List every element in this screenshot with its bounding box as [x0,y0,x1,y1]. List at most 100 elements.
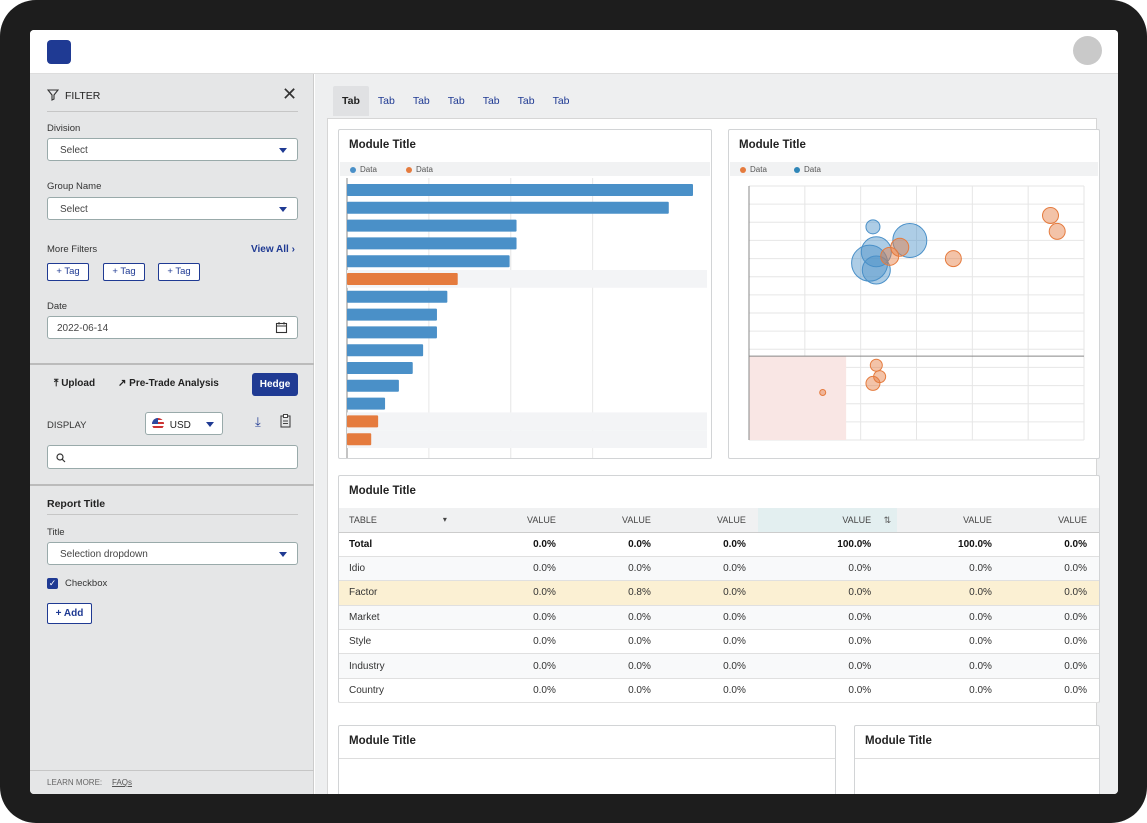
chevron-down-icon [279,148,287,153]
trend-icon: ↗ [118,378,127,389]
add-tag-button[interactable]: + Tag [47,263,89,281]
table-row[interactable]: Style 0.0% 0.0% 0.0% 0.0% 0.0% 0.0% [339,629,1099,655]
date-input[interactable]: 2022-06-14 [47,316,298,339]
band [347,430,707,448]
bottom-right-module: Module Title [854,725,1100,794]
bubble-chart [748,185,1085,441]
table-header-name[interactable]: TABLE ▾ [339,508,473,533]
sort-icon[interactable]: ⇅ [883,514,892,525]
search-input[interactable] [47,445,298,469]
bar[interactable] [347,344,424,357]
checkbox[interactable]: ✓ [47,578,58,589]
bubble[interactable] [1042,206,1059,224]
tab-4[interactable]: Tab [447,95,465,107]
currency-select[interactable]: USD [145,412,223,435]
table-cell: 0.0% [897,678,1004,704]
division-select[interactable]: Select [47,138,298,161]
table-header-value[interactable]: VALUE [662,508,758,533]
tab-3[interactable]: Tab [412,95,430,107]
table-row[interactable]: Country 0.0% 0.0% 0.0% 0.0% 0.0% 0.0% [339,678,1099,704]
tab-5[interactable]: Tab [482,95,500,107]
screen: FILTER ✕ Division Select Group Name Sele… [30,30,1118,794]
title-label: Title [47,527,65,538]
bar[interactable] [347,397,386,410]
faqs-link[interactable]: FAQs [112,778,133,787]
table-cell: 0.8% [567,580,663,606]
bubble[interactable] [944,250,962,268]
pre-trade-analysis-button[interactable]: ↗ Pre-Trade Analysis [118,378,219,389]
bubble[interactable] [851,244,889,282]
avatar[interactable] [1073,36,1102,65]
title-value: Selection dropdown [60,549,148,560]
calendar-icon[interactable] [275,321,288,334]
bar[interactable] [347,308,437,321]
table-header-value[interactable]: VALUE [472,508,568,533]
bar[interactable] [347,326,437,339]
more-filters-label: More Filters [47,244,98,255]
module-title: Module Title [865,735,932,747]
bar[interactable] [347,273,458,285]
table-cell: 0.0% [472,678,568,704]
table-cell: 0.0% [757,629,898,655]
search-icon [56,453,66,463]
table-header-value[interactable]: VALUE ⇅ [757,508,898,533]
add-tag-button[interactable]: + Tag [158,263,200,281]
table-header-value[interactable]: VALUE [1003,508,1099,533]
table-row[interactable]: Total 0.0% 0.0% 0.0% 100.0% 100.0% 0.0% [339,532,1099,557]
bubble[interactable] [865,219,881,235]
bar[interactable] [347,415,379,428]
bar[interactable] [347,255,510,268]
row-label: Style [339,629,473,655]
table-cell: 0.0% [1003,653,1099,679]
table-cell: 0.0% [567,629,663,655]
table-row[interactable]: Idio 0.0% 0.0% 0.0% 0.0% 0.0% 0.0% [339,556,1099,582]
group-name-select[interactable]: Select [47,197,298,220]
table-row[interactable]: Industry 0.0% 0.0% 0.0% 0.0% 0.0% 0.0% [339,653,1099,679]
sort-caret-icon[interactable]: ▾ [442,514,447,524]
group-name-value: Select [60,204,88,215]
add-tag-button[interactable]: + Tag [103,263,145,281]
download-icon[interactable]: ⤓ [255,414,261,429]
upload-button[interactable]: ⤒ Upload [54,378,95,389]
table-header-value[interactable]: VALUE [897,508,1004,533]
bar[interactable] [347,184,693,196]
bar[interactable] [347,219,517,232]
bubble[interactable] [880,246,900,266]
tab-7[interactable]: Tab [552,95,570,107]
bubble[interactable] [869,358,883,372]
add-button[interactable]: + Add [47,603,92,624]
table-row[interactable]: Factor 0.0% 0.8% 0.0% 0.0% 0.0% 0.0% [339,580,1099,606]
tab-2[interactable]: Tab [377,95,395,107]
row-label: Industry [339,653,473,679]
bubble[interactable] [860,236,892,268]
tab-bar: Tab Tab Tab Tab Tab Tab Tab [333,86,579,116]
chevron-down-icon [279,207,287,212]
bar-chart-module: Module Title Data Data [338,129,712,459]
bar[interactable] [347,379,399,392]
title-select[interactable]: Selection dropdown [47,542,298,565]
bar[interactable] [347,290,448,303]
table-cell: 100.0% [757,532,898,557]
table-header-value[interactable]: VALUE [567,508,663,533]
table-cell: 0.0% [757,653,898,679]
tab-1[interactable]: Tab [333,86,369,116]
app-logo[interactable] [47,40,71,64]
bar[interactable] [347,201,669,214]
bar[interactable] [347,433,372,446]
tab-6[interactable]: Tab [517,95,535,107]
close-icon[interactable]: ✕ [282,84,298,104]
bubble[interactable] [819,388,827,396]
bubble[interactable] [1048,222,1066,240]
bar[interactable] [347,237,517,250]
table-cell: 0.0% [1003,678,1099,704]
bubble[interactable] [865,375,881,391]
module-title: Module Title [739,139,806,151]
table-row[interactable]: Market 0.0% 0.0% 0.0% 0.0% 0.0% 0.0% [339,605,1099,631]
clipboard-icon[interactable] [280,414,291,431]
view-all-link[interactable]: View All › [251,244,295,255]
legend-label: Data [804,165,821,174]
bubble[interactable] [892,222,928,258]
bar[interactable] [347,362,413,374]
hedge-button[interactable]: Hedge [252,373,298,396]
